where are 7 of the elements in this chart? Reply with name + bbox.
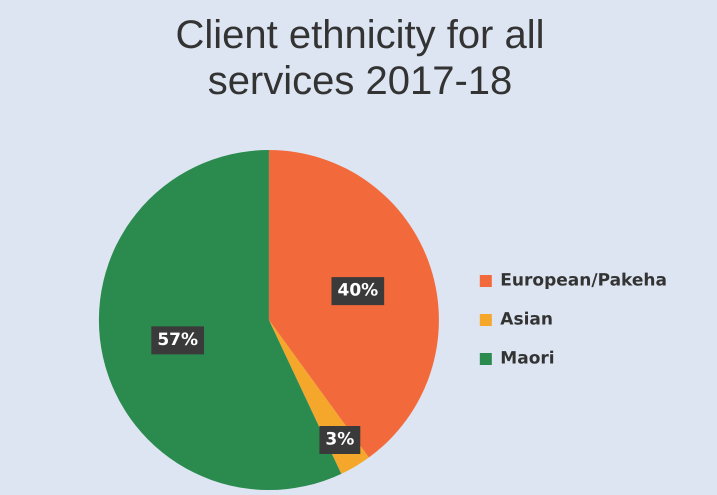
legend-label: Asian <box>500 309 553 330</box>
data-label: 57% <box>157 330 198 350</box>
legend-label: Maori <box>500 348 555 368</box>
data-label: 3% <box>325 429 354 450</box>
chart-title: Client ethnicity for all services 2017-18 <box>174 12 546 104</box>
legend-label: European/Pakeha <box>500 270 668 290</box>
data-label: 40% <box>337 280 378 301</box>
